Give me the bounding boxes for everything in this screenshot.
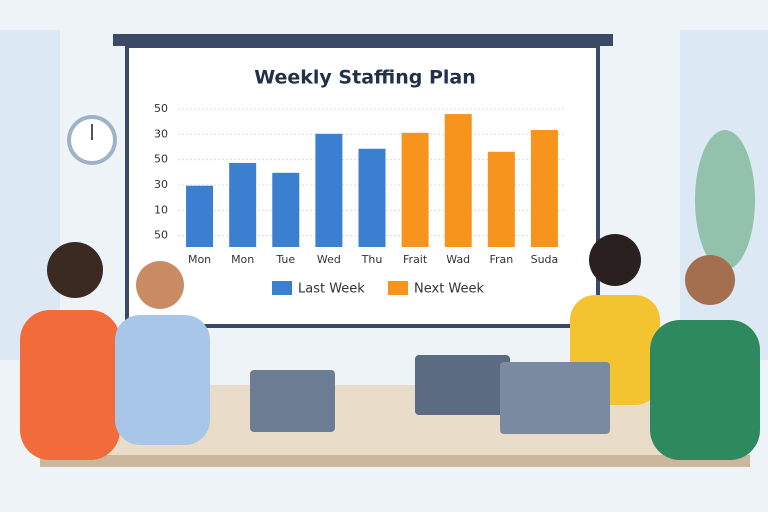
person-2 xyxy=(115,315,210,445)
legend-swatch xyxy=(388,281,408,295)
bar xyxy=(487,151,515,247)
bar xyxy=(444,114,472,248)
bar xyxy=(401,132,429,247)
laptop xyxy=(250,370,335,432)
bar xyxy=(358,148,386,247)
bar xyxy=(315,133,343,247)
x-tick-label: Tue xyxy=(275,253,295,266)
x-tick-label: Thu xyxy=(361,253,383,266)
bar xyxy=(272,172,300,247)
plant xyxy=(695,130,755,270)
table-edge xyxy=(40,455,750,467)
person-4 xyxy=(650,320,760,460)
person-4-head xyxy=(685,255,735,305)
x-tick-label: Frait xyxy=(403,253,428,266)
bar xyxy=(530,130,558,247)
person-1 xyxy=(20,310,120,460)
x-tick-label: Wad xyxy=(446,253,470,266)
person-3-head xyxy=(589,234,641,286)
y-tick-label: 30 xyxy=(154,178,168,191)
x-tick-label: Fran xyxy=(489,253,513,266)
legend-swatch xyxy=(272,281,292,295)
chart: 50 10 30 50 30 50 Mon Mon Tue Wed Thu Frait Wad Fran S… xyxy=(154,102,566,297)
person-hair xyxy=(47,242,103,298)
laptop xyxy=(415,355,510,415)
x-tick-label: Mon xyxy=(231,253,254,266)
y-tick-label: 50 xyxy=(154,102,168,115)
bar xyxy=(186,185,214,247)
x-tick-label: Suda xyxy=(531,253,559,266)
window-left xyxy=(0,30,60,360)
x-tick-label: Wed xyxy=(317,253,341,266)
y-tick-label: 50 xyxy=(154,153,168,166)
laptop xyxy=(500,362,610,434)
bar xyxy=(229,162,257,247)
chart-title: Weekly Staffing Plan xyxy=(254,67,476,89)
y-tick-label: 50 xyxy=(154,229,168,242)
legend-label: Last Week xyxy=(298,282,365,297)
legend-label: Next Week xyxy=(414,282,485,297)
screen-rail xyxy=(113,34,613,46)
x-tick-label: Mon xyxy=(188,253,211,266)
y-tick-label: 10 xyxy=(154,203,168,216)
y-tick-label: 30 xyxy=(154,127,168,140)
person-2-head xyxy=(136,261,184,309)
